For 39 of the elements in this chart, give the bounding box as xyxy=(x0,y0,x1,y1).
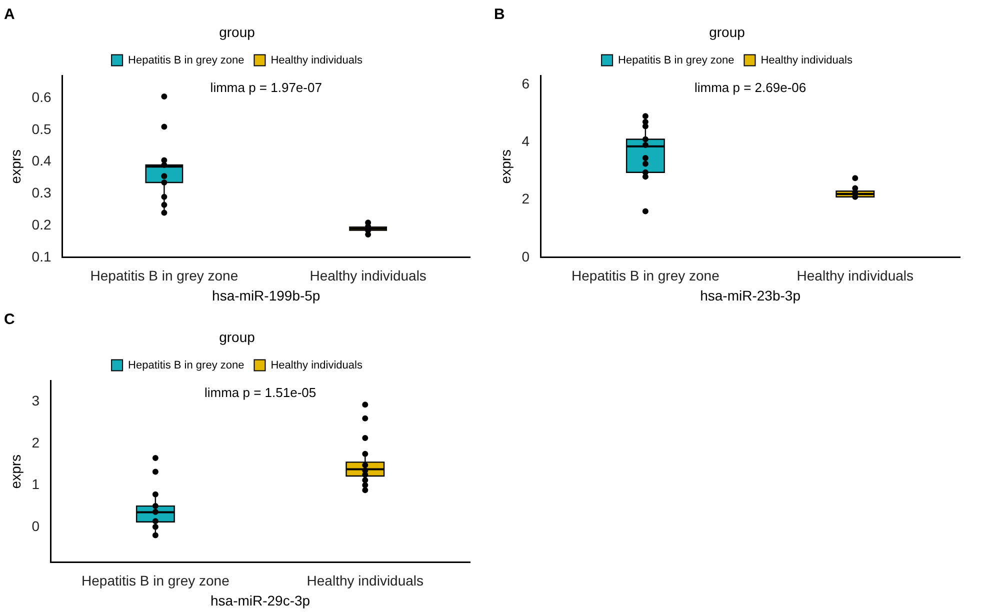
y-axis-title: exprs xyxy=(7,454,24,489)
y-axis-title: exprs xyxy=(497,149,514,184)
y-tick-label: 4 xyxy=(522,132,530,149)
y-tick-label: 3 xyxy=(32,392,40,409)
y-tick-label: 0.4 xyxy=(32,152,52,169)
y-tick-label: 0.1 xyxy=(32,248,52,264)
y-tick-label: 0.5 xyxy=(32,120,52,137)
x-tick-label: Hepatitis B in grey zone xyxy=(90,268,238,284)
y-axis-title: exprs xyxy=(7,149,24,184)
y-tick-label: 2 xyxy=(522,190,530,207)
legend-label: Healthy individuals xyxy=(270,54,363,66)
x-tick-label: Healthy individuals xyxy=(310,268,426,284)
legend-title: group xyxy=(219,24,256,40)
legend-label: Hepatitis B in grey zone xyxy=(128,359,244,372)
y-tick-label: 0 xyxy=(522,248,530,264)
y-tick-label: 0.3 xyxy=(32,184,52,201)
legend-label: Healthy individuals xyxy=(270,359,363,372)
legend-title: group xyxy=(709,24,746,40)
y-tick-label: 1 xyxy=(32,476,40,492)
annotation: limma p = 2.69e-06 xyxy=(694,80,806,95)
x-tick-label: Hepatitis B in grey zone xyxy=(572,268,720,284)
x-axis-title: hsa-miR-29c-3p xyxy=(210,592,310,608)
x-tick-label: Healthy individuals xyxy=(796,268,914,284)
legend-title: group xyxy=(219,328,256,345)
legend-label: Healthy individuals xyxy=(760,54,853,66)
y-tick-label: 0 xyxy=(32,518,40,534)
chart-title: C xyxy=(4,311,15,328)
x-axis-title: hsa-miR-23b-3p xyxy=(700,287,801,304)
x-axis-title: hsa-miR-199b-5p xyxy=(212,287,320,304)
y-tick-label: 6 xyxy=(522,75,530,92)
y-tick-label: 2 xyxy=(32,434,40,450)
chart-title: A xyxy=(4,6,15,24)
legend-label: Hepatitis B in grey zone xyxy=(128,54,244,66)
annotation: limma p = 1.97e-07 xyxy=(210,80,322,95)
y-tick-label: 0.2 xyxy=(32,216,52,232)
chart-title: B xyxy=(494,6,505,24)
legend-label: Hepatitis B in grey zone xyxy=(618,54,734,66)
y-tick-label: 0.6 xyxy=(32,88,52,105)
annotation: limma p = 1.51e-05 xyxy=(204,384,316,400)
